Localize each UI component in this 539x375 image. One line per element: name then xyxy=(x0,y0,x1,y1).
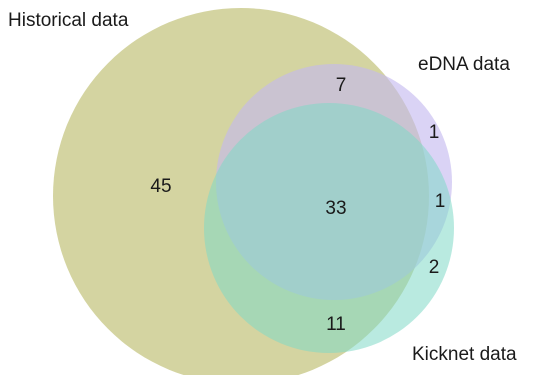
kicknet-data-label: Kicknet data xyxy=(412,344,517,365)
region-historical-only: 45 xyxy=(150,176,171,197)
region-edna-kicknet: 1 xyxy=(435,191,446,212)
kicknet-data-circle xyxy=(204,103,454,353)
region-edna-only: 1 xyxy=(429,122,440,143)
region-historical-edna: 7 xyxy=(336,75,347,96)
historical-data-label: Historical data xyxy=(8,10,129,31)
region-kicknet-only: 2 xyxy=(429,257,440,278)
edna-data-label: eDNA data xyxy=(418,54,510,75)
region-all-three: 33 xyxy=(325,198,346,219)
region-historical-kicknet: 11 xyxy=(326,314,346,335)
